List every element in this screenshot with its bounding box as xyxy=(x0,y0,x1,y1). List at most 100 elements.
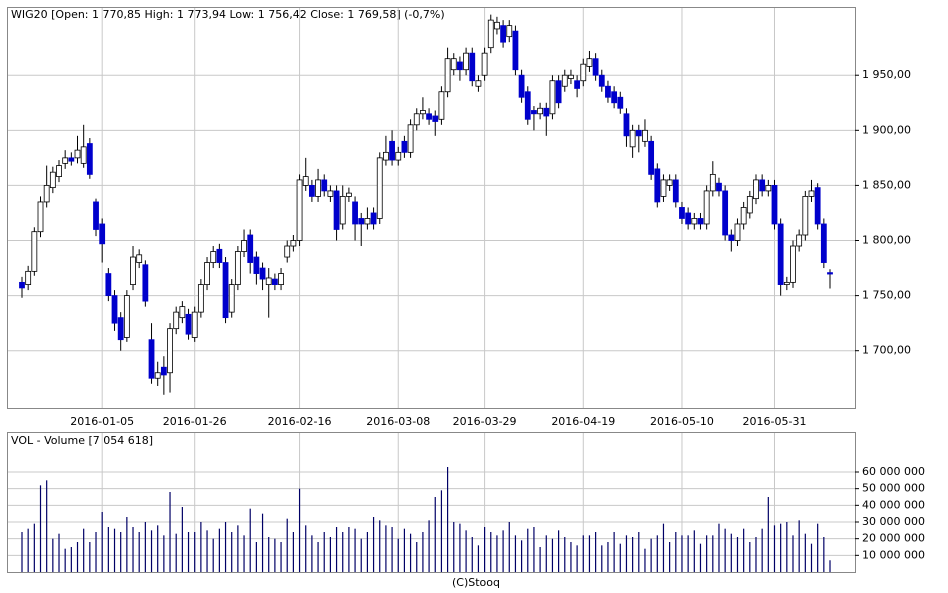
candle-body xyxy=(660,179,667,197)
candle-body xyxy=(296,179,303,241)
candle-body xyxy=(549,80,556,115)
candle-body xyxy=(284,245,291,258)
candle-body xyxy=(80,146,87,164)
candle-body xyxy=(247,234,254,263)
candle-body xyxy=(401,140,408,153)
candle-body xyxy=(315,179,321,197)
candle-body xyxy=(383,151,389,161)
candle-body xyxy=(259,267,266,280)
candle-body xyxy=(450,58,457,71)
x-tick-label: 2016-04-19 xyxy=(551,415,615,428)
candle-body xyxy=(716,182,722,192)
candle-body xyxy=(629,129,636,148)
candle-body xyxy=(160,366,167,376)
candle-body xyxy=(376,157,383,219)
y-tick-label: 30 000 000 xyxy=(862,515,925,528)
candle-body xyxy=(586,58,593,67)
candle-body xyxy=(19,281,25,289)
candle-body xyxy=(605,85,611,98)
candle-body xyxy=(494,21,500,30)
candle-body xyxy=(796,234,803,247)
candle-body xyxy=(469,52,476,82)
candle-body xyxy=(167,328,173,374)
candle-body xyxy=(438,91,445,120)
candle-body xyxy=(210,251,217,263)
candle-body xyxy=(487,19,494,49)
candle-body xyxy=(475,80,482,87)
candle-body xyxy=(395,151,402,161)
x-tick-label: 2016-01-26 xyxy=(163,415,227,428)
x-tick-label: 2016-01-05 xyxy=(70,415,134,428)
y-tick-label: 1 850,00 xyxy=(862,178,911,191)
candle-body xyxy=(271,278,278,285)
candle-body xyxy=(142,264,149,302)
candle-body xyxy=(179,306,186,319)
y-tick-label: 1 800,00 xyxy=(862,234,911,247)
y-tick-label: 1 750,00 xyxy=(862,289,911,302)
candle-body xyxy=(543,107,550,117)
candle-body xyxy=(148,339,155,379)
candle-body xyxy=(136,254,143,263)
volume-panel xyxy=(7,432,856,573)
y-tick-label: 1 950,00 xyxy=(862,68,911,81)
candle-body xyxy=(339,196,346,225)
candle-body xyxy=(278,273,284,285)
y-tick-label: 10 000 000 xyxy=(862,548,925,561)
candle-body xyxy=(500,25,506,43)
candle-body xyxy=(432,115,439,122)
candle-body xyxy=(197,284,204,313)
candle-body xyxy=(808,190,815,197)
candle-body xyxy=(228,284,235,313)
candle-body xyxy=(457,61,463,71)
candle-body xyxy=(389,140,395,161)
candle-body xyxy=(463,52,469,71)
candle-body xyxy=(234,251,241,285)
candle-body xyxy=(407,124,414,153)
candle-body xyxy=(734,223,741,241)
candle-body xyxy=(321,179,328,192)
y-tick-label: 40 000 000 xyxy=(862,498,925,511)
candle-body xyxy=(130,256,136,285)
candle-body xyxy=(746,196,753,214)
candle-body xyxy=(185,313,192,335)
candle-body xyxy=(728,234,735,241)
y-tick-label: 1 700,00 xyxy=(862,344,911,357)
candle-body xyxy=(49,171,56,189)
candle-body xyxy=(426,113,432,120)
candle-body xyxy=(364,218,371,225)
x-tick-label: 2016-05-31 xyxy=(743,415,807,428)
candle-body xyxy=(93,201,99,230)
candle-body xyxy=(105,273,112,297)
candle-body xyxy=(654,168,661,203)
candle-body xyxy=(204,262,210,285)
candle-body xyxy=(86,143,93,175)
candle-body xyxy=(765,185,772,192)
candle-body xyxy=(265,277,272,285)
candle-body xyxy=(592,58,599,76)
y-tick-label: 1 900,00 xyxy=(862,123,911,136)
candle-body xyxy=(99,223,106,245)
candle-body xyxy=(537,107,544,115)
candle-body xyxy=(333,190,340,230)
x-tick-label: 2016-03-08 xyxy=(366,415,430,428)
x-tick-label: 2016-02-16 xyxy=(268,415,332,428)
candle-body xyxy=(31,231,38,272)
candle-body xyxy=(635,129,642,137)
candle-body xyxy=(43,185,50,203)
candle-body xyxy=(623,113,630,137)
candle-body xyxy=(481,52,488,76)
candle-body xyxy=(154,372,161,379)
candle-body xyxy=(709,173,716,192)
candle-body xyxy=(697,218,704,225)
candle-body xyxy=(783,281,790,285)
candle-body xyxy=(598,74,605,87)
candle-body xyxy=(413,113,420,126)
candle-body xyxy=(574,80,581,89)
candle-body xyxy=(580,63,587,82)
candle-body xyxy=(814,187,821,225)
candle-body xyxy=(117,317,124,341)
price-panel xyxy=(7,7,856,409)
candle-body xyxy=(820,223,827,263)
candle-body xyxy=(777,223,784,285)
